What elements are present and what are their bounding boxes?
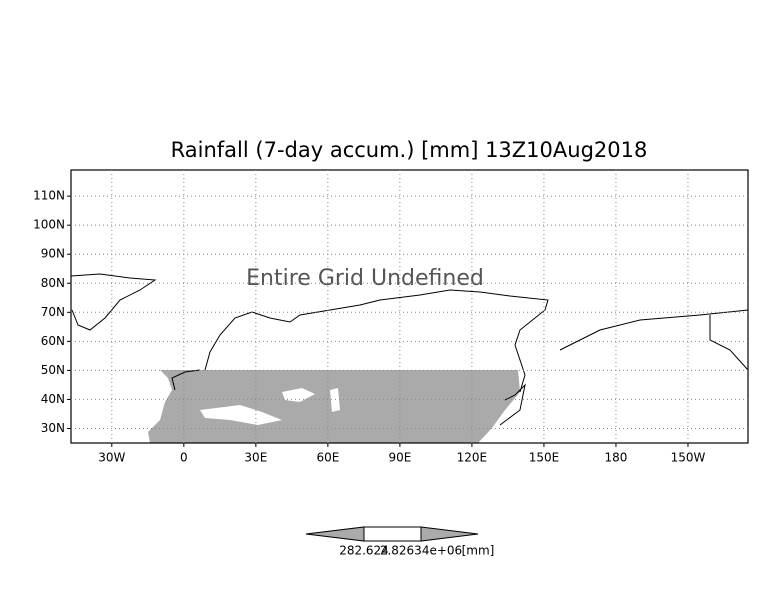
lat-tick-label: 70N	[41, 305, 65, 319]
undefined-message: Entire Grid Undefined	[246, 266, 484, 291]
lon-tick-label: 90E	[388, 451, 411, 465]
colorbar: 282.624 2.82634e+06 [mm]	[305, 526, 495, 558]
colorbar-left-arrow	[305, 526, 365, 542]
colorbar-box	[363, 526, 422, 542]
colorbar-unit: [mm]	[462, 544, 495, 558]
lat-tick-label: 100N	[33, 218, 65, 232]
map-title: Rainfall (7-day accum.) [mm] 13Z10Aug201…	[171, 138, 648, 162]
lat-tick-label: 60N	[41, 334, 65, 348]
land-shading	[148, 370, 520, 443]
lon-tick-label: 180	[605, 451, 628, 465]
lon-tick-label: 60E	[316, 451, 339, 465]
coastlines	[70, 273, 749, 426]
lat-tick-label: 90N	[41, 247, 65, 261]
lat-tick-label: 40N	[41, 392, 65, 406]
colorbar-label: 282.624	[339, 544, 389, 558]
lon-tick-label: 30W	[98, 451, 125, 465]
lon-tick-label: 30E	[244, 451, 267, 465]
lon-tick-label: 150W	[671, 451, 706, 465]
lon-tick-label: 0	[180, 451, 188, 465]
lat-tick-label: 80N	[41, 276, 65, 290]
colorbar-label: 2.82634e+06	[380, 544, 462, 558]
lat-tick-label: 30N	[41, 421, 65, 435]
lon-tick-label: 120E	[457, 451, 488, 465]
map-frame	[70, 169, 749, 444]
lat-tick-label: 50N	[41, 363, 65, 377]
lon-tick-label: 150E	[529, 451, 560, 465]
lat-tick-label: 110N	[33, 189, 65, 203]
colorbar-right-arrow	[420, 526, 479, 542]
